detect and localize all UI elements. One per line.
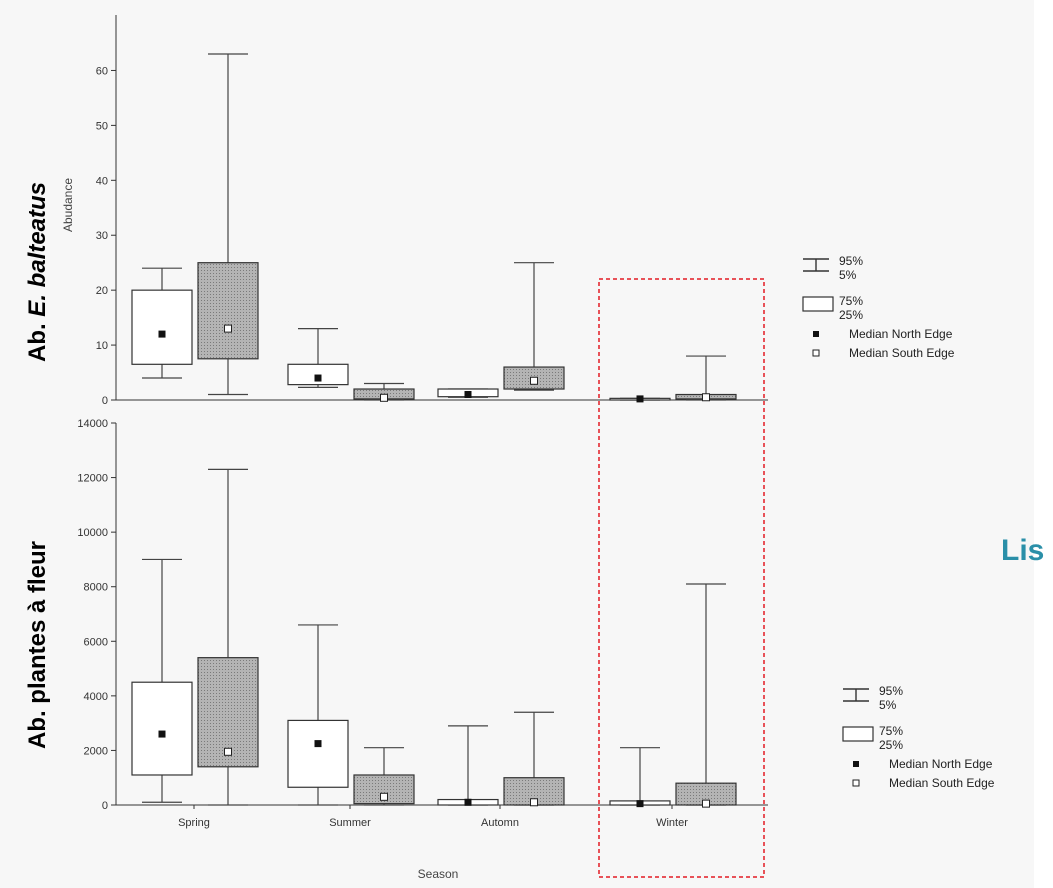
median-north-marker — [314, 740, 322, 748]
median-north-marker — [158, 730, 166, 738]
y-tick-label: 20 — [96, 285, 108, 297]
x-tick-label: Winter — [656, 817, 688, 829]
top-side-label: Ab. E. balteatus — [24, 182, 51, 362]
x-tick-label: Summer — [329, 817, 371, 829]
box-north-edge — [131, 681, 193, 776]
y-tick-label: 14000 — [77, 418, 108, 430]
top-panel: 0 10 20 30 40 50 60 — [96, 15, 768, 407]
median-south-marker — [380, 792, 388, 801]
median-south-marker — [530, 376, 538, 385]
legend-median-north-label: Median North Edge — [849, 327, 953, 341]
legend-75-label: 75% — [839, 294, 863, 308]
median-north-marker — [314, 374, 322, 382]
x-axis-title: Season — [418, 867, 459, 881]
y-tick-label: 60 — [96, 65, 108, 77]
legend-median-south-label: Median South Edge — [889, 776, 995, 790]
bottom-side-label: Ab. plantes à fleur — [24, 541, 51, 749]
y-tick-label: 8000 — [84, 582, 108, 594]
y-tick-label: 10000 — [77, 527, 108, 539]
legend-median-north-marker — [813, 331, 819, 337]
y-tick-label: 2000 — [84, 745, 108, 757]
median-south-marker — [224, 324, 232, 333]
y-tick-label: 0 — [102, 395, 108, 407]
y-tick-label: 4000 — [84, 691, 108, 703]
y-tick-label: 12000 — [77, 473, 108, 485]
median-north-marker — [158, 330, 166, 338]
legend-box-symbol — [802, 296, 834, 312]
box-north-edge — [287, 363, 349, 386]
legend-95-label: 95% — [879, 684, 903, 698]
y-tick-label: 0 — [102, 800, 108, 812]
cut-off-heading: Lis — [1001, 534, 1044, 567]
y-tick-label: 40 — [96, 175, 108, 187]
legend-median-north-marker — [853, 761, 859, 767]
legend-box-symbol — [842, 726, 874, 742]
x-tick-label: Spring — [178, 817, 210, 829]
winter-highlight-box — [598, 278, 765, 878]
legend-75-label: 75% — [879, 724, 903, 738]
legend-bottom: 95%5% 75%25% Median North Edge Median South… — [842, 684, 995, 790]
y-tick-label: 10 — [96, 340, 108, 352]
y-tick-label: 30 — [96, 230, 108, 242]
legend-median-south-label: Median South Edge — [849, 346, 955, 360]
median-south-marker — [702, 799, 710, 808]
box-north-edge — [131, 289, 193, 365]
legend-95-label: 95% — [839, 254, 863, 268]
median-south-marker — [380, 393, 388, 402]
legend-median-north-label: Median North Edge — [889, 757, 993, 771]
box-north-edge — [287, 719, 349, 788]
y-tick-label: 6000 — [84, 636, 108, 648]
legend-top: 95%5% 75%25% Median North Edge Median South… — [802, 254, 955, 360]
x-tick-label: Automn — [481, 817, 519, 829]
y-tick-label: 50 — [96, 120, 108, 132]
legend-25-label: 25% — [839, 308, 863, 322]
median-south-marker — [702, 393, 710, 402]
median-south-marker — [224, 747, 232, 756]
legend-5-label: 5% — [839, 268, 857, 282]
median-north-marker — [464, 391, 472, 399]
legend-25-label: 25% — [879, 738, 903, 752]
legend-median-south-marker — [812, 349, 820, 357]
legend-5-label: 5% — [879, 698, 897, 712]
legend-median-south-marker — [852, 779, 860, 787]
median-north-marker — [636, 800, 644, 808]
median-north-marker — [636, 395, 644, 403]
median-south-marker — [530, 798, 538, 807]
top-y-axis-title: Abudance — [61, 178, 75, 232]
bottom-panel: 0 2000 4000 6000 8000 10000 12000 14000 Spring Su… — [77, 418, 768, 829]
box-south-edge — [197, 262, 259, 360]
median-north-marker — [464, 798, 472, 806]
